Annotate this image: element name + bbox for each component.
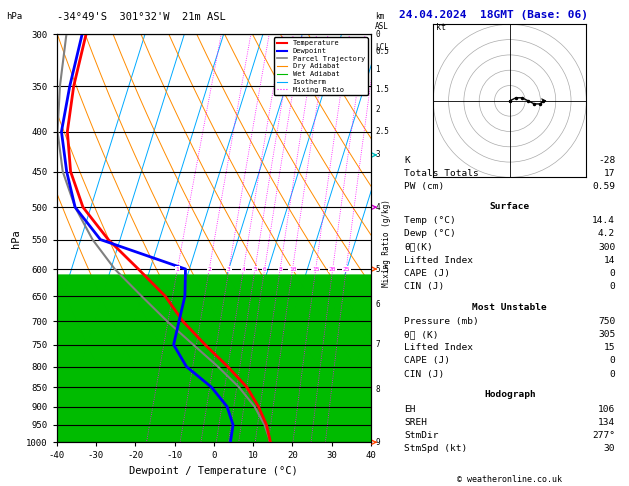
Text: 2: 2	[376, 105, 380, 114]
Text: StmDir: StmDir	[404, 431, 439, 440]
Text: 0: 0	[610, 370, 615, 379]
Text: K: K	[404, 156, 410, 165]
Text: 8: 8	[278, 266, 282, 272]
X-axis label: Dewpoint / Temperature (°C): Dewpoint / Temperature (°C)	[130, 466, 298, 476]
Text: Lifted Index: Lifted Index	[404, 256, 474, 265]
Text: 305: 305	[598, 330, 615, 339]
Text: Hodograph: Hodograph	[484, 390, 536, 399]
Text: 3: 3	[227, 266, 231, 272]
Text: 134: 134	[598, 418, 615, 427]
Text: 300: 300	[598, 243, 615, 252]
Text: 5: 5	[253, 266, 257, 272]
Text: 2: 2	[208, 266, 211, 272]
Legend: Temperature, Dewpoint, Parcel Trajectory, Dry Adiabat, Wet Adiabat, Isotherm, Mi: Temperature, Dewpoint, Parcel Trajectory…	[274, 37, 367, 95]
Text: Totals Totals: Totals Totals	[404, 169, 479, 178]
Text: 25: 25	[342, 266, 350, 272]
Text: θᴄ (K): θᴄ (K)	[404, 330, 439, 339]
Text: 1.5: 1.5	[376, 85, 389, 94]
Text: 3: 3	[376, 151, 380, 159]
Text: 14.4: 14.4	[592, 216, 615, 226]
Text: 1: 1	[376, 65, 380, 74]
Y-axis label: hPa: hPa	[11, 229, 21, 247]
Text: 106: 106	[598, 405, 615, 414]
Text: 1: 1	[175, 266, 179, 272]
Text: Dewp (°C): Dewp (°C)	[404, 229, 456, 239]
Text: CIN (J): CIN (J)	[404, 370, 445, 379]
Text: Temp (°C): Temp (°C)	[404, 216, 456, 226]
Text: Most Unstable: Most Unstable	[472, 302, 547, 312]
Text: Pressure (mb): Pressure (mb)	[404, 317, 479, 326]
Text: 7: 7	[376, 340, 380, 349]
Text: LCL: LCL	[376, 43, 389, 52]
Text: 277°: 277°	[592, 431, 615, 440]
Text: 24.04.2024  18GMT (Base: 06): 24.04.2024 18GMT (Base: 06)	[399, 10, 588, 20]
Text: kt: kt	[437, 23, 447, 33]
Text: CAPE (J): CAPE (J)	[404, 357, 450, 365]
Text: 2.5: 2.5	[376, 127, 389, 136]
Text: 20: 20	[329, 266, 337, 272]
Text: -28: -28	[598, 156, 615, 165]
Text: 0: 0	[610, 282, 615, 291]
Text: 0: 0	[610, 357, 615, 365]
Text: -34°49'S  301°32'W  21m ASL: -34°49'S 301°32'W 21m ASL	[57, 12, 225, 22]
Text: EH: EH	[404, 405, 416, 414]
Text: 0.5: 0.5	[376, 47, 389, 56]
Text: StmSpd (kt): StmSpd (kt)	[404, 444, 468, 453]
Text: SREH: SREH	[404, 418, 428, 427]
Text: km
ASL: km ASL	[376, 12, 389, 31]
Text: Lifted Index: Lifted Index	[404, 344, 474, 352]
Text: 0: 0	[376, 30, 380, 38]
Text: PW (cm): PW (cm)	[404, 182, 445, 191]
Text: 0: 0	[610, 269, 615, 278]
Text: 4.2: 4.2	[598, 229, 615, 239]
Text: 15: 15	[604, 344, 615, 352]
Text: hPa: hPa	[6, 12, 23, 21]
Text: 14: 14	[604, 256, 615, 265]
Text: θᴄ(K): θᴄ(K)	[404, 243, 433, 252]
Text: 0.59: 0.59	[592, 182, 615, 191]
Text: 5.5: 5.5	[376, 264, 389, 274]
Text: 9: 9	[376, 438, 380, 447]
Text: Surface: Surface	[490, 202, 530, 211]
Text: Mixing Ratio (g/kg): Mixing Ratio (g/kg)	[382, 199, 391, 287]
Text: CIN (J): CIN (J)	[404, 282, 445, 291]
Text: 4: 4	[242, 266, 245, 272]
Text: © weatheronline.co.uk: © weatheronline.co.uk	[457, 474, 562, 484]
Text: CAPE (J): CAPE (J)	[404, 269, 450, 278]
Text: 4: 4	[376, 203, 380, 212]
Text: 30: 30	[604, 444, 615, 453]
Text: 15: 15	[312, 266, 320, 272]
Text: 6: 6	[263, 266, 267, 272]
Text: 10: 10	[289, 266, 296, 272]
Text: 17: 17	[604, 169, 615, 178]
Text: 8: 8	[376, 385, 380, 395]
Text: 750: 750	[598, 317, 615, 326]
Text: 6: 6	[376, 300, 380, 309]
